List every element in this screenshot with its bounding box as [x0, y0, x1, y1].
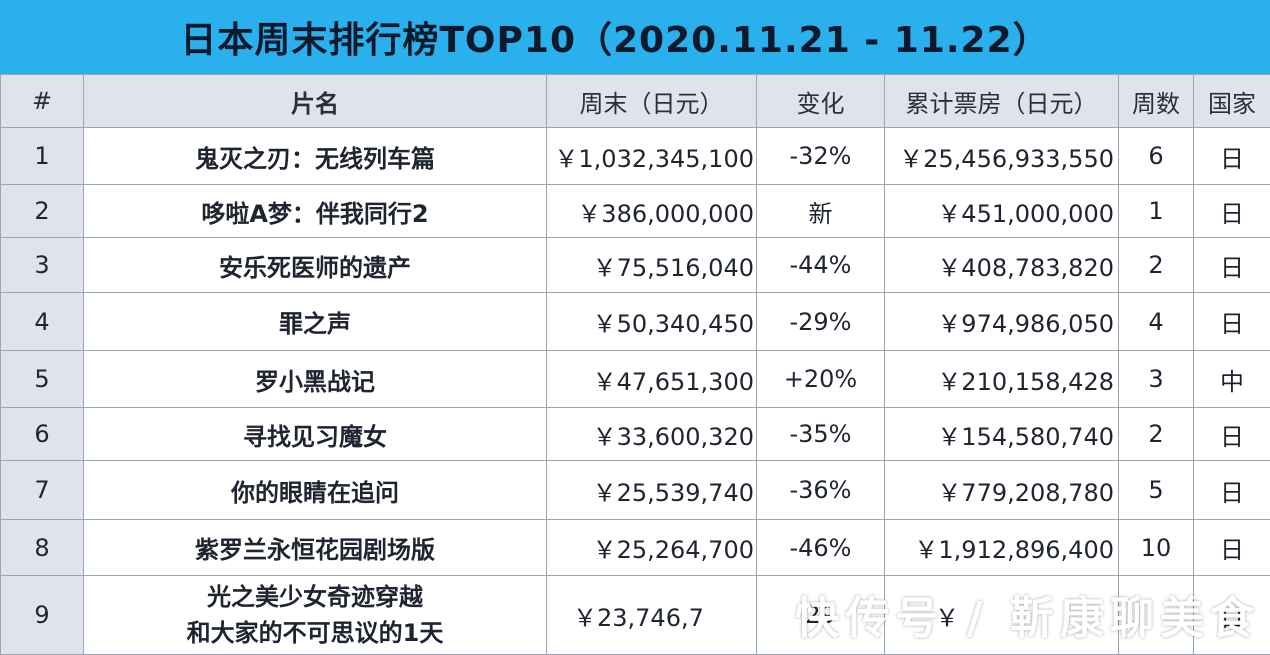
change-cell: 新	[757, 185, 885, 238]
rank-cell: 4	[1, 293, 84, 351]
weekend-gross-cell: ￥50,340,450	[547, 293, 757, 351]
weeks-cell: 6	[1119, 128, 1194, 185]
country-cell: 日	[1194, 461, 1270, 520]
weeks-cell: 2	[1119, 238, 1194, 293]
change-cell: -46%	[757, 520, 885, 576]
weekend-gross-cell: ￥386,000,000	[547, 185, 757, 238]
table-row: 4 罪之声 ￥50,340,450 -29% ￥974,986,050 4 日	[1, 293, 1270, 351]
rank-cell: 3	[1, 238, 84, 293]
rank-cell: 5	[1, 351, 84, 408]
movie-title-cell: 哆啦A梦：伴我同行2	[84, 185, 547, 238]
weekend-gross-cell: ￥23,746,7	[547, 576, 757, 655]
cumulative-gross-cell: ￥25,456,933,550	[885, 128, 1119, 185]
movie-title-cell: 鬼灭之刃：无线列车篇	[84, 128, 547, 185]
weekend-gross-cell: ￥33,600,320	[547, 408, 757, 461]
title-bar: 日本周末排行榜TOP10（2020.11.21 - 11.22）	[0, 0, 1270, 74]
table-row: 1 鬼灭之刃：无线列车篇 ￥1,032,345,100 -32% ￥25,456…	[1, 128, 1270, 185]
weeks-cell: 10	[1119, 520, 1194, 576]
table-row: 7 你的眼睛在追问 ￥25,539,740 -36% ￥779,208,780 …	[1, 461, 1270, 520]
rank-cell: 8	[1, 520, 84, 576]
page-title: 日本周末排行榜TOP10（2020.11.21 - 11.22）	[180, 11, 1049, 63]
rank-cell: 9	[1, 576, 84, 655]
change-cell: -32%	[757, 128, 885, 185]
country-cell: 日	[1194, 128, 1270, 185]
col-header-weekend: 周末（日元）	[547, 75, 757, 128]
change-cell: -36%	[757, 461, 885, 520]
cumulative-gross-cell: ￥451,000,000	[885, 185, 1119, 238]
weeks-cell: 1	[1119, 185, 1194, 238]
weeks-cell: 5	[1119, 461, 1194, 520]
col-header-change: 变化	[757, 75, 885, 128]
ranking-table: # 片名 周末（日元） 变化 累计票房（日元） 周数 国家 1 鬼灭之刃：无线列…	[0, 74, 1270, 655]
cumulative-gross-cell: ￥779,208,780	[885, 461, 1119, 520]
col-header-cumulative: 累计票房（日元）	[885, 75, 1119, 128]
table-row: 8 紫罗兰永恒花园剧场版 ￥25,264,700 -46% ￥1,912,896…	[1, 520, 1270, 576]
table-row: 3 安乐死医师的遗产 ￥75,516,040 -44% ￥408,783,820…	[1, 238, 1270, 293]
country-cell: 日	[1194, 293, 1270, 351]
table-row: 2 哆啦A梦：伴我同行2 ￥386,000,000 新 ￥451,000,000…	[1, 185, 1270, 238]
rank-cell: 7	[1, 461, 84, 520]
change-cell: +20%	[757, 351, 885, 408]
col-header-weeks: 周数	[1119, 75, 1194, 128]
movie-title-cell: 安乐死医师的遗产	[84, 238, 547, 293]
cumulative-gross-cell: ￥210,158,428	[885, 351, 1119, 408]
header-row: # 片名 周末（日元） 变化 累计票房（日元） 周数 国家	[1, 75, 1270, 128]
movie-title-cell: 紫罗兰永恒花园剧场版	[84, 520, 547, 576]
movie-title-cell: 你的眼睛在追问	[84, 461, 547, 520]
table-row: 6 寻找见习魔女 ￥33,600,320 -35% ￥154,580,740 2…	[1, 408, 1270, 461]
col-header-country: 国家	[1194, 75, 1270, 128]
watermark-text: 快传号 / 靳康聊美食	[795, 582, 1260, 646]
movie-title-cell: 光之美少女奇迹穿越 和大家的不可思议的1天	[84, 576, 547, 655]
weekend-gross-cell: ￥75,516,040	[547, 238, 757, 293]
col-header-rank: #	[1, 75, 84, 128]
cumulative-gross-cell: ￥1,912,896,400	[885, 520, 1119, 576]
change-cell: -29%	[757, 293, 885, 351]
weekend-gross-cell: ￥25,264,700	[547, 520, 757, 576]
table-row: 5 罗小黑战记 ￥47,651,300 +20% ￥210,158,428 3 …	[1, 351, 1270, 408]
country-cell: 日	[1194, 520, 1270, 576]
change-cell: -35%	[757, 408, 885, 461]
country-cell: 中	[1194, 351, 1270, 408]
col-header-name: 片名	[84, 75, 547, 128]
weekend-gross-cell: ￥1,032,345,100	[547, 128, 757, 185]
country-cell: 日	[1194, 185, 1270, 238]
cumulative-gross-cell: ￥974,986,050	[885, 293, 1119, 351]
movie-title-cell: 罪之声	[84, 293, 547, 351]
change-cell: -44%	[757, 238, 885, 293]
cumulative-gross-cell: ￥154,580,740	[885, 408, 1119, 461]
weekend-gross-cell: ￥25,539,740	[547, 461, 757, 520]
movie-title-cell: 罗小黑战记	[84, 351, 547, 408]
movie-title-line-2: 和大家的不可思议的1天	[84, 615, 546, 651]
rank-cell: 2	[1, 185, 84, 238]
cumulative-gross-cell: ￥408,783,820	[885, 238, 1119, 293]
movie-title-line-1: 光之美少女奇迹穿越	[84, 579, 546, 615]
weeks-cell: 2	[1119, 408, 1194, 461]
country-cell: 日	[1194, 408, 1270, 461]
rank-cell: 1	[1, 128, 84, 185]
weeks-cell: 3	[1119, 351, 1194, 408]
rank-cell: 6	[1, 408, 84, 461]
weekend-gross-cell: ￥47,651,300	[547, 351, 757, 408]
movie-title-cell: 寻找见习魔女	[84, 408, 547, 461]
country-cell: 日	[1194, 238, 1270, 293]
weeks-cell: 4	[1119, 293, 1194, 351]
